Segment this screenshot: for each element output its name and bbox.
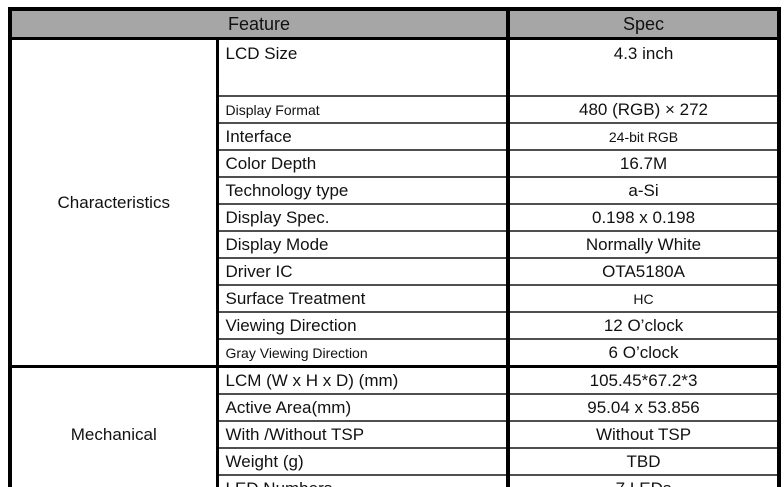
spec-cell: 95.04 x 53.856	[506, 393, 780, 421]
feature-cell: Color Depth	[215, 149, 509, 177]
table-row: Weight (g) TBD	[10, 447, 780, 475]
spec-column-header: Spec	[506, 9, 780, 40]
table-row: Color Depth 16.7M	[10, 149, 780, 177]
feature-cell: LED Numbers	[215, 474, 509, 487]
feature-cell: Viewing Direction	[215, 311, 509, 339]
feature-cell: Driver IC	[215, 257, 509, 285]
spec-cell: 12 O’clock	[506, 311, 780, 339]
feature-cell: Weight (g)	[215, 447, 509, 475]
spec-cell: 16.7M	[506, 149, 780, 177]
feature-cell: LCD Size	[215, 37, 509, 96]
feature-cell: Technology type	[215, 176, 509, 204]
spec-cell: 6 O’clock	[506, 338, 780, 367]
spec-cell: HC	[506, 284, 780, 312]
feature-cell: Gray Viewing Direction	[215, 338, 509, 367]
feature-cell: Interface	[215, 122, 509, 150]
feature-column-header: Feature	[10, 9, 509, 40]
spec-table: Feature Spec Characteristics LCD Size 4.3 …	[8, 7, 782, 487]
table-row: Active Area(mm) 95.04 x 53.856	[10, 393, 780, 421]
feature-cell: Surface Treatment	[215, 284, 509, 312]
section-label: Characteristics	[57, 192, 170, 212]
spec-cell: Normally White	[506, 230, 780, 258]
spec-cell: OTA5180A	[506, 257, 780, 285]
table-row: Characteristics LCD Size 4.3 inch	[10, 37, 780, 212]
spec-cell: a-Si	[506, 176, 780, 204]
table-row: Mechanical LCM (W x H x D) (mm) 105.45*67.…	[10, 365, 780, 487]
section-label: Mechanical	[10, 365, 217, 487]
table-row: Display Spec. 0.198 x 0.198	[10, 203, 780, 231]
feature-cell: LCM (W x H x D) (mm)	[215, 365, 509, 394]
feature-cell: Active Area(mm)	[215, 393, 509, 421]
spec-cell: TBD	[506, 447, 780, 475]
table-row: Viewing Direction 12 O’clock	[10, 311, 780, 339]
spec-cell: 0.198 x 0.198	[506, 203, 780, 231]
table-row: Technology type a-Si	[10, 176, 780, 204]
table-header: Feature Spec	[10, 9, 780, 40]
spec-cell: Without TSP	[506, 420, 780, 448]
feature-cell: With /Without TSP	[215, 420, 509, 448]
spec-cell: 105.45*67.2*3	[506, 365, 780, 394]
table-row: Surface Treatment HC	[10, 284, 780, 312]
table-body: Characteristics LCD Size 4.3 inch Display F…	[10, 37, 780, 487]
table-row: Driver IC OTA5180A	[10, 257, 780, 285]
header-row: Feature Spec	[10, 9, 780, 40]
table-row: LED Numbers7 LEDs	[10, 474, 780, 487]
spec-cell: 4.3 inch	[506, 37, 780, 96]
feature-cell: Display Format	[215, 95, 509, 123]
table-row: Gray Viewing Direction 6 O’clock	[10, 338, 780, 367]
table-row: Interface 24-bit RGB	[10, 122, 780, 150]
spec-cell: 7 LEDs	[506, 474, 780, 487]
spec-cell: 480 (RGB) × 272	[506, 95, 780, 123]
table-row: Display Mode Normally White	[10, 230, 780, 258]
feature-cell: Display Spec.	[215, 203, 509, 231]
feature-cell: Display Mode	[215, 230, 509, 258]
table-row: With /Without TSP Without TSP	[10, 420, 780, 448]
table-row: Display Format 480 (RGB) × 272	[10, 95, 780, 123]
spec-cell: 24-bit RGB	[506, 122, 780, 150]
